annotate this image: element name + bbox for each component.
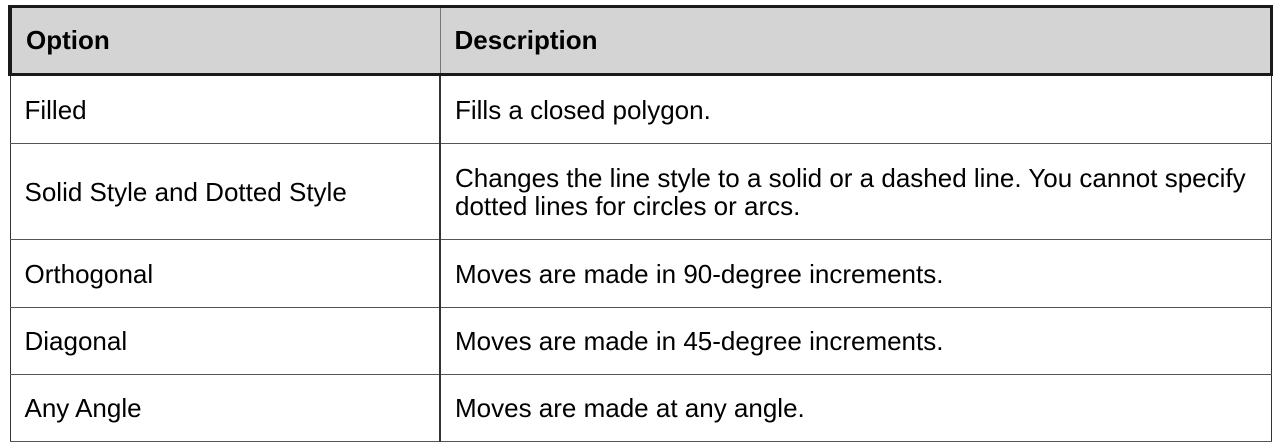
option-cell: Any Angle <box>9 374 441 442</box>
header-option: Option <box>8 5 441 76</box>
table-row: Any Angle Moves are made at any angle. <box>9 374 1272 442</box>
options-table: Option Description Filled Fills a closed… <box>8 5 1273 442</box>
option-cell: Orthogonal <box>9 239 441 308</box>
table-row: Filled Fills a closed polygon. <box>9 74 1272 144</box>
description-cell: Moves are made in 45-degree increments. <box>439 307 1272 375</box>
table-header-row: Option Description <box>8 5 1273 76</box>
option-cell: Solid Style and Dotted Style <box>9 143 441 240</box>
table-row: Solid Style and Dotted Style Changes the… <box>9 143 1272 240</box>
table-row: Diagonal Moves are made in 45-degree inc… <box>9 307 1272 375</box>
description-cell: Moves are made at any angle. <box>439 374 1272 442</box>
table-row: Orthogonal Moves are made in 90-degree i… <box>9 239 1272 308</box>
header-description: Description <box>439 5 1273 76</box>
option-cell: Diagonal <box>9 307 441 375</box>
description-cell: Changes the line style to a solid or a d… <box>439 143 1272 240</box>
description-cell: Moves are made in 90-degree increments. <box>439 239 1272 308</box>
option-cell: Filled <box>9 74 441 144</box>
description-cell: Fills a closed polygon. <box>439 74 1272 144</box>
